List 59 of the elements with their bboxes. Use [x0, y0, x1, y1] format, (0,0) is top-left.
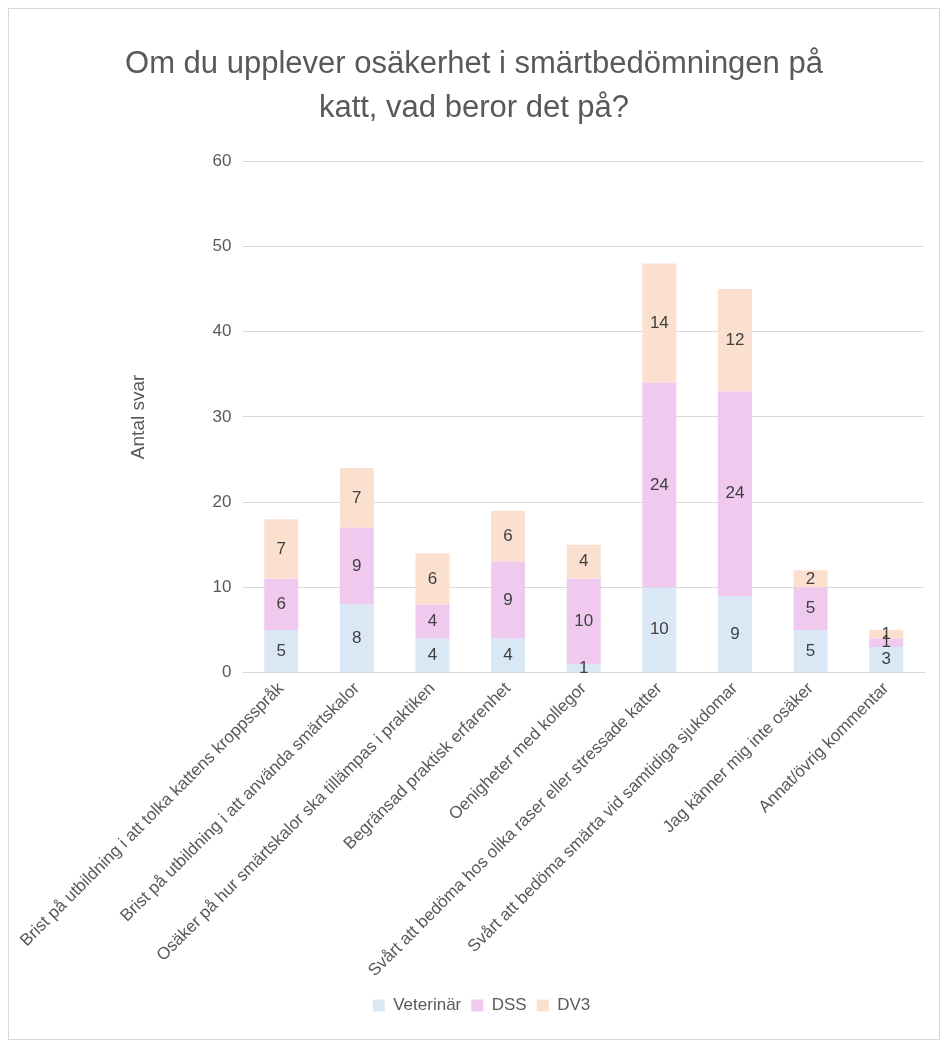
bar [491, 510, 526, 562]
data-label: 24 [725, 483, 745, 503]
bar [566, 544, 601, 579]
data-label: 6 [427, 568, 438, 588]
bar [339, 604, 374, 673]
data-label: 1 [578, 657, 589, 677]
bar [264, 629, 299, 673]
bar [415, 553, 450, 605]
chart-title: Om du upplever osäkerhet i smärtbedömningen på katt, vad beror det på? [124, 44, 824, 126]
data-label: 4 [427, 645, 438, 664]
data-label: 6 [276, 594, 286, 614]
y-tick-label: 10 [212, 577, 232, 597]
y-tick-label: 60 [212, 150, 232, 170]
data-label: 4 [578, 551, 589, 571]
bar [264, 519, 299, 579]
data-label: 7 [276, 538, 286, 558]
legend-label: DSS [491, 995, 527, 1015]
bar [491, 561, 526, 639]
data-label: 9 [503, 589, 513, 609]
data-label: 4 [503, 645, 513, 664]
bar [793, 587, 828, 630]
data-label: 2 [805, 568, 816, 588]
bar [717, 595, 752, 673]
bar [869, 647, 904, 673]
data-label: 9 [352, 555, 362, 575]
y-tick-label: 0 [221, 662, 232, 682]
y-tick-label: 20 [212, 491, 232, 511]
data-label: 7 [352, 487, 362, 507]
data-label: 12 [725, 329, 745, 349]
bar [339, 527, 374, 605]
y-tick-label: 30 [212, 406, 232, 426]
data-label: 5 [276, 640, 286, 660]
bar [491, 638, 526, 673]
bar [415, 638, 450, 673]
bar [717, 391, 752, 596]
bar [415, 604, 450, 639]
bar [339, 468, 374, 528]
data-label: 5 [805, 640, 816, 660]
y-axis-title: Antal svar [127, 373, 149, 460]
bar [264, 578, 299, 630]
y-tick-label: 50 [212, 236, 232, 256]
legend-label: Veterinär [393, 995, 462, 1015]
data-label: 6 [503, 525, 513, 545]
legend-label: DV3 [557, 995, 591, 1015]
bar [717, 289, 752, 392]
data-label: 24 [649, 474, 669, 494]
bar [793, 629, 828, 673]
bar [642, 263, 677, 383]
data-label: 14 [649, 312, 669, 332]
data-label: 9 [730, 623, 740, 643]
bar [642, 382, 677, 588]
data-label: 4 [427, 611, 438, 631]
data-label: 5 [805, 598, 816, 618]
data-label: 10 [574, 611, 594, 631]
data-label: 8 [352, 627, 362, 647]
bar [642, 587, 677, 673]
data-label: 3 [881, 649, 891, 669]
y-tick-label: 40 [212, 321, 232, 341]
data-label: 10 [649, 619, 669, 639]
